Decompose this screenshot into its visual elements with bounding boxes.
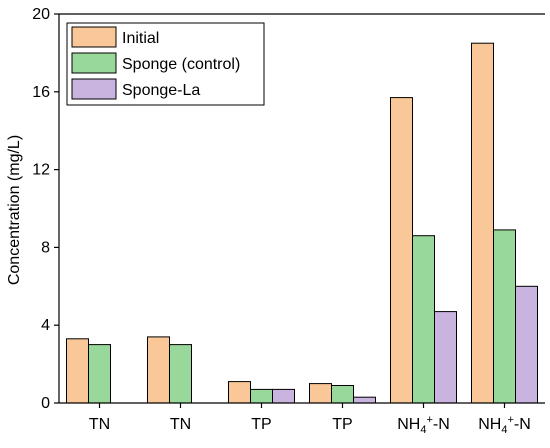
y-tick-label: 20 (32, 6, 50, 23)
y-axis-label: Concentration (mg/L) (6, 135, 23, 285)
y-tick-label: 8 (41, 239, 50, 256)
bar-sponge-control--4 (412, 235, 435, 404)
bar-sponge-control--2 (250, 388, 273, 404)
bar-initial-4 (390, 97, 413, 404)
bar-initial-2 (228, 381, 251, 404)
legend-swatch-initial (71, 26, 117, 48)
legend-label: Initial (122, 30, 159, 47)
x-tick-label: NH4+-N (397, 414, 450, 436)
bar-sponge-la-5 (515, 285, 538, 404)
bars-group (66, 42, 538, 404)
bar-initial-5 (471, 42, 494, 404)
bar-initial-3 (309, 383, 332, 404)
x-tick-label: TP (332, 416, 352, 433)
bar-initial-0 (66, 338, 89, 404)
axes-group: 0 4 8 12 16 20 TN TN TP TP NH4+-N NH4+-N (32, 6, 545, 436)
x-tick-label: TN (170, 416, 191, 433)
legend-label: Sponge (control) (122, 56, 240, 73)
legend-swatch-sponge-control- (71, 52, 117, 74)
x-tick-label: TP (251, 416, 271, 433)
legend: Initial Sponge (control) Sponge-La (66, 22, 265, 106)
bar-sponge-control--1 (169, 344, 192, 404)
legend-swatch-sponge-la (71, 78, 117, 100)
y-tick-label: 0 (41, 395, 50, 412)
y-tick-label: 12 (32, 162, 50, 179)
bar-sponge-la-2 (272, 388, 295, 404)
bar-sponge-la-4 (434, 311, 457, 404)
bar-sponge-control--0 (88, 344, 111, 404)
bar-sponge-control--5 (493, 229, 516, 404)
bar-initial-1 (147, 336, 170, 404)
y-tick-label: 16 (32, 84, 50, 101)
bar-sponge-control--3 (331, 385, 354, 404)
bar-sponge-la-3 (353, 396, 376, 404)
x-tick-label: NH4+-N (478, 414, 531, 436)
legend-label: Sponge-La (122, 82, 200, 99)
y-tick-label: 4 (41, 317, 50, 334)
x-tick-label: TN (89, 416, 110, 433)
